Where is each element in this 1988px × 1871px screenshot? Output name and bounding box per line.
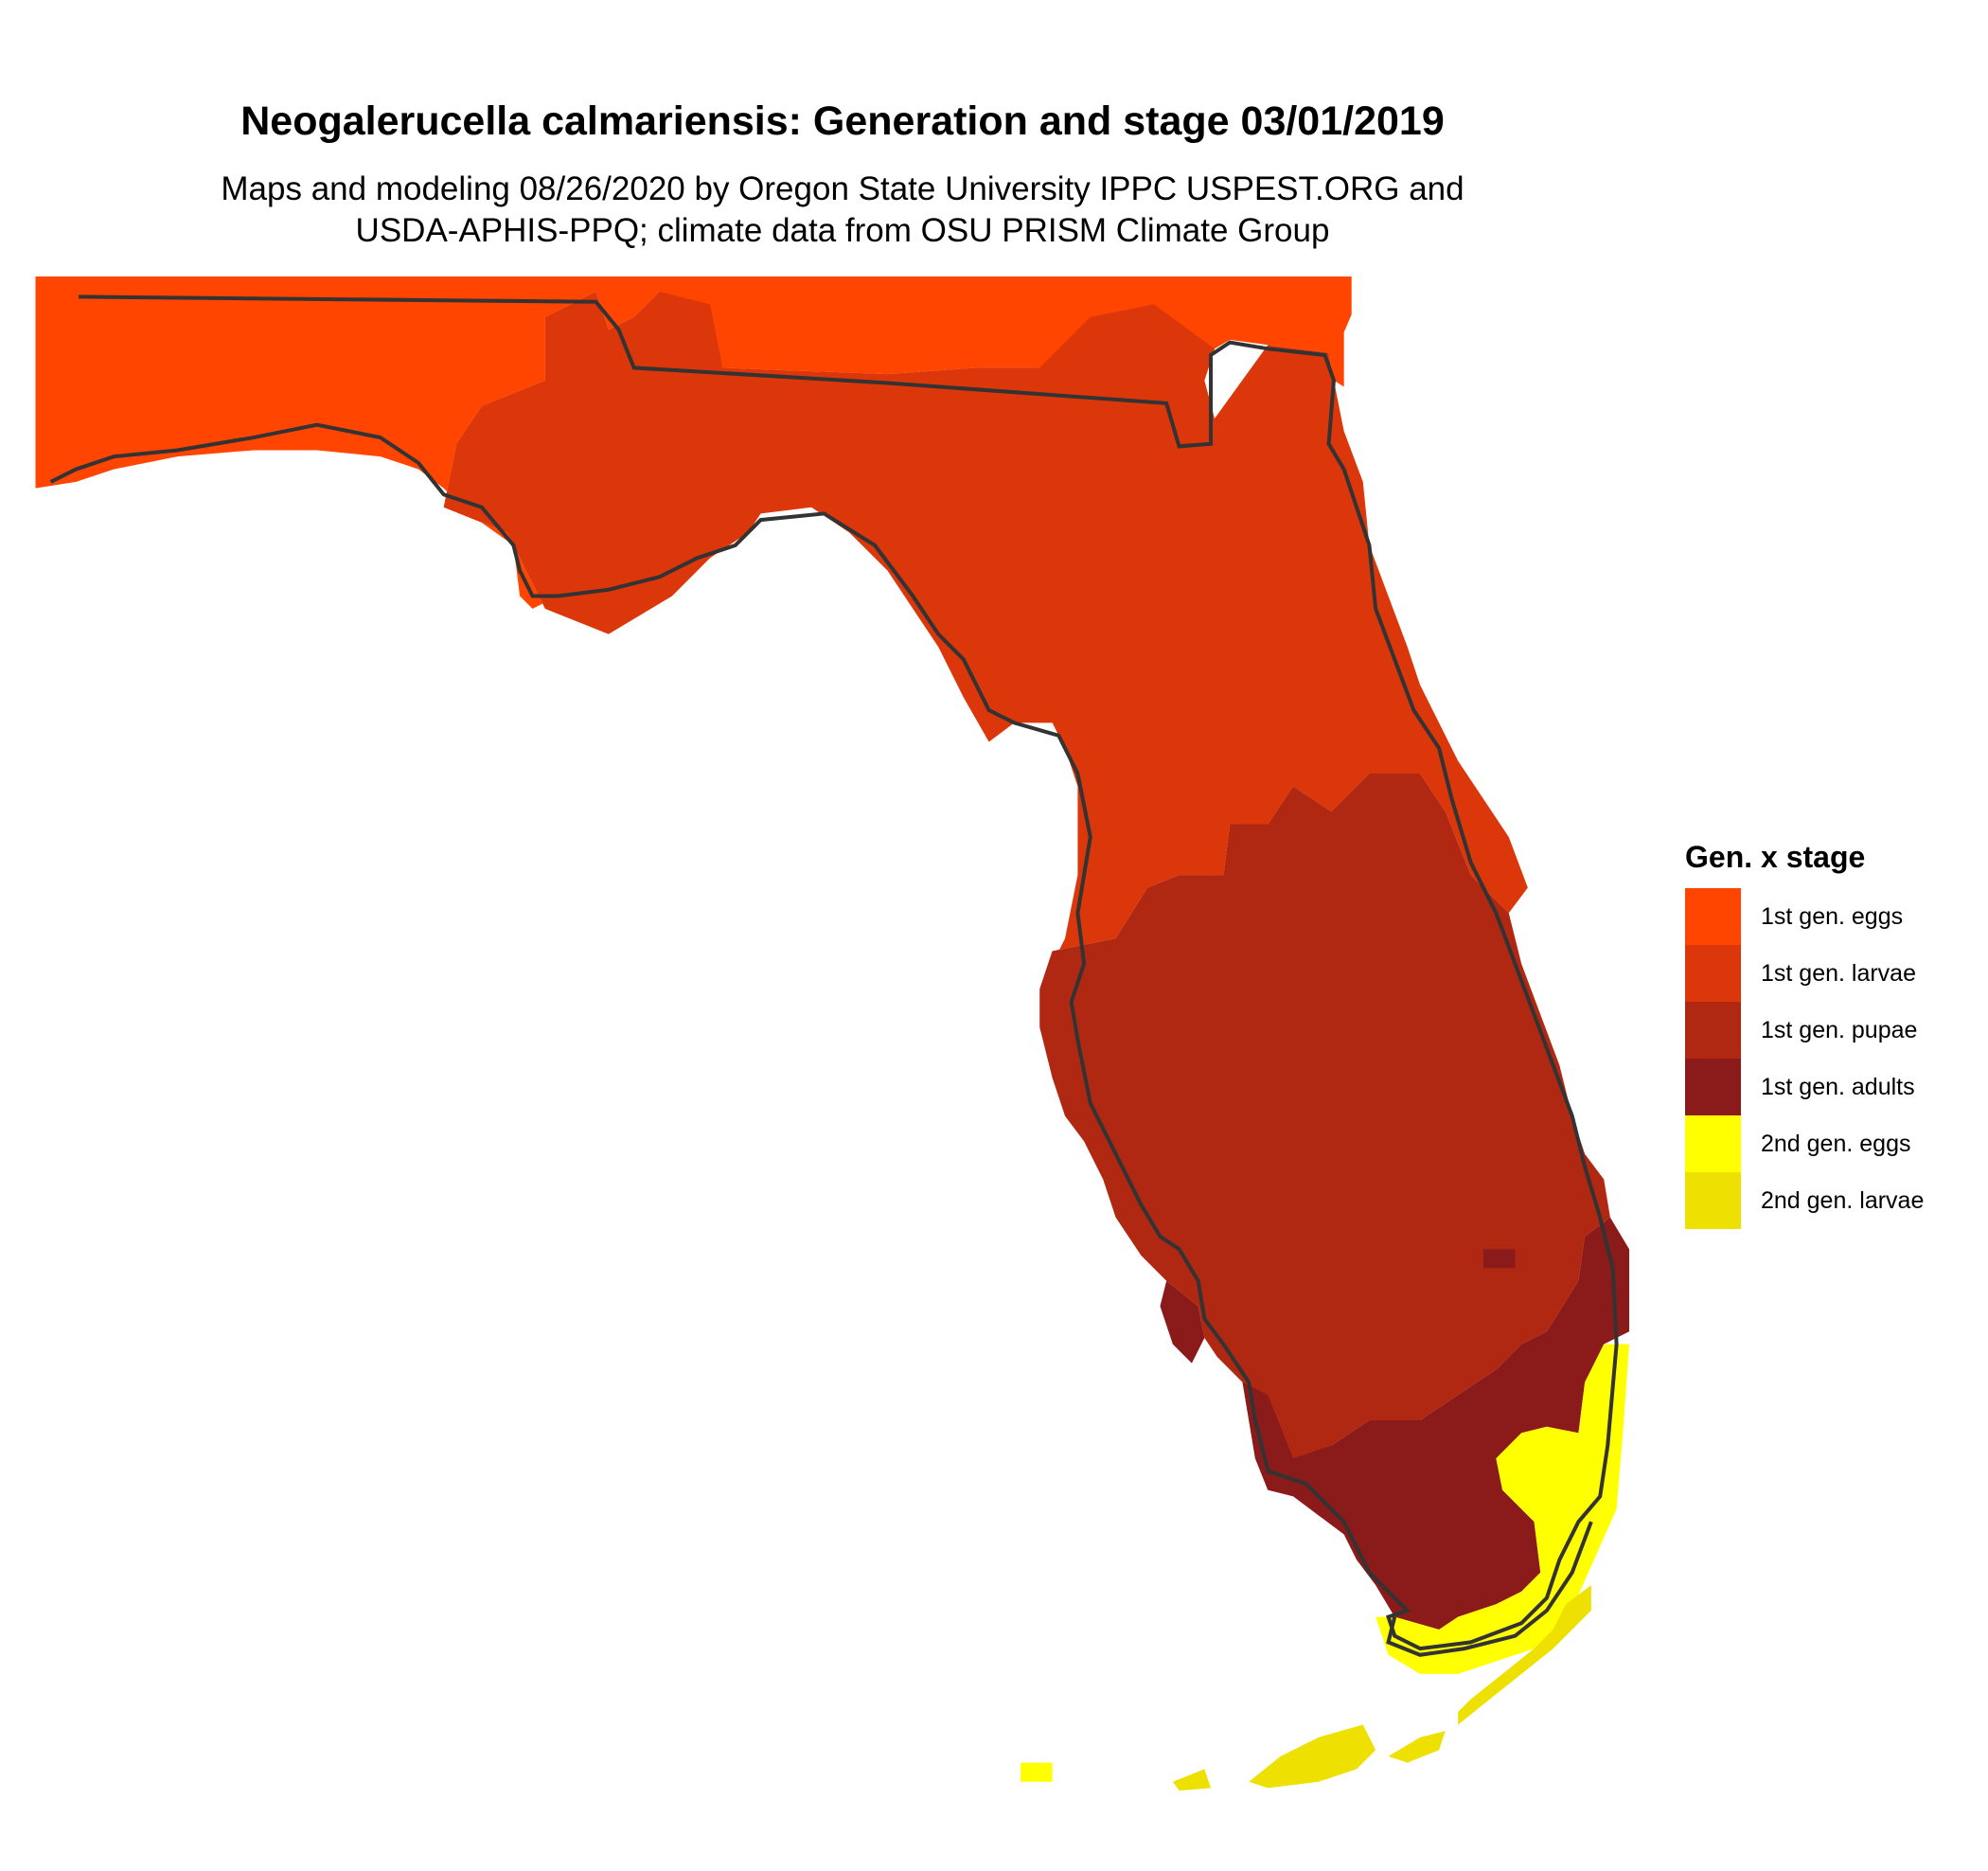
legend-swatch [1685, 1059, 1741, 1115]
subtitle-line-1: Maps and modeling 08/26/2020 by Oregon S… [221, 170, 1464, 207]
legend-item: 1st gen. pupae [1685, 1002, 1969, 1059]
legend: Gen. x stage 1st gen. eggs 1st gen. larv… [1685, 837, 1969, 1229]
legend-item: 1st gen. eggs [1685, 888, 1969, 945]
keys-coastline [1386, 1521, 1593, 1657]
legend-item: 2nd gen. eggs [1685, 1115, 1969, 1172]
legend-swatch [1685, 1172, 1741, 1229]
state-border [49, 294, 1619, 1651]
zone-1st-gen-larvae [443, 292, 1528, 989]
legend-title: Gen. x stage [1685, 840, 1866, 874]
legend-label: 1st gen. adults [1761, 1074, 1915, 1100]
subtitle-line-2: USDA-APHIS-PPQ; climate data from OSU PR… [355, 212, 1330, 249]
map-subtitle: Maps and modeling 08/26/2020 by Oregon S… [0, 169, 1685, 252]
legend-item: 2nd gen. larvae [1685, 1172, 1969, 1229]
legend-label: 2nd gen. eggs [1761, 1131, 1911, 1157]
legend-swatch [1685, 888, 1741, 945]
legend-label: 1st gen. pupae [1761, 1017, 1918, 1043]
legend-item: 1st gen. adults [1685, 1059, 1969, 1115]
zone-1st-gen-eggs [35, 276, 1352, 634]
legend-swatch [1685, 1002, 1741, 1059]
zone-1st-gen-pupae [1039, 773, 1610, 1490]
zone-1st-gen-adults [1160, 1217, 1630, 1630]
legend-item: 1st gen. larvae [1685, 945, 1969, 1002]
legend-label: 1st gen. larvae [1761, 960, 1916, 987]
legend-swatch [1685, 945, 1741, 1002]
legend-label: 2nd gen. larvae [1761, 1187, 1925, 1214]
map-title: Neogalerucella calmariensis: Generation … [240, 98, 1445, 144]
legend-label: 1st gen. eggs [1761, 903, 1904, 930]
legend-swatch [1685, 1115, 1741, 1172]
